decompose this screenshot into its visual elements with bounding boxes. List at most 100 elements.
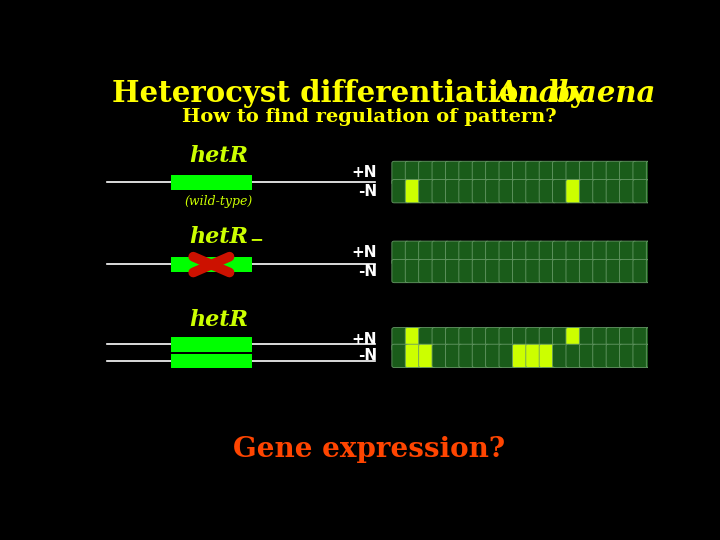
FancyBboxPatch shape — [593, 241, 610, 265]
FancyBboxPatch shape — [580, 328, 596, 351]
FancyBboxPatch shape — [432, 241, 449, 265]
FancyBboxPatch shape — [405, 180, 422, 203]
FancyBboxPatch shape — [405, 161, 422, 185]
FancyBboxPatch shape — [446, 241, 462, 265]
FancyBboxPatch shape — [472, 259, 489, 282]
Text: -N: -N — [359, 264, 377, 279]
FancyBboxPatch shape — [392, 328, 409, 351]
FancyBboxPatch shape — [432, 328, 449, 351]
FancyBboxPatch shape — [459, 161, 476, 185]
FancyBboxPatch shape — [485, 180, 503, 203]
FancyBboxPatch shape — [593, 259, 610, 282]
FancyBboxPatch shape — [526, 328, 543, 351]
FancyBboxPatch shape — [459, 328, 476, 351]
FancyBboxPatch shape — [392, 161, 409, 185]
FancyBboxPatch shape — [566, 259, 582, 282]
FancyBboxPatch shape — [459, 180, 476, 203]
FancyBboxPatch shape — [593, 344, 610, 368]
FancyBboxPatch shape — [485, 241, 503, 265]
FancyBboxPatch shape — [633, 180, 649, 203]
FancyBboxPatch shape — [485, 161, 503, 185]
Text: −: − — [249, 231, 263, 248]
FancyBboxPatch shape — [566, 161, 582, 185]
FancyBboxPatch shape — [472, 328, 489, 351]
FancyBboxPatch shape — [633, 328, 649, 351]
FancyBboxPatch shape — [446, 259, 462, 282]
FancyBboxPatch shape — [539, 180, 556, 203]
FancyBboxPatch shape — [405, 259, 422, 282]
FancyBboxPatch shape — [485, 344, 503, 368]
FancyBboxPatch shape — [499, 180, 516, 203]
FancyBboxPatch shape — [647, 241, 663, 265]
FancyBboxPatch shape — [499, 259, 516, 282]
FancyBboxPatch shape — [539, 259, 556, 282]
FancyBboxPatch shape — [459, 259, 476, 282]
FancyBboxPatch shape — [633, 161, 649, 185]
FancyBboxPatch shape — [526, 344, 543, 368]
FancyBboxPatch shape — [539, 328, 556, 351]
FancyBboxPatch shape — [633, 344, 649, 368]
Text: -N: -N — [359, 348, 377, 363]
FancyBboxPatch shape — [526, 241, 543, 265]
FancyBboxPatch shape — [552, 328, 570, 351]
FancyBboxPatch shape — [171, 258, 252, 272]
FancyBboxPatch shape — [606, 328, 623, 351]
FancyBboxPatch shape — [539, 161, 556, 185]
Text: hetR: hetR — [189, 226, 248, 248]
FancyBboxPatch shape — [459, 241, 476, 265]
FancyBboxPatch shape — [552, 161, 570, 185]
FancyBboxPatch shape — [513, 259, 529, 282]
Text: -N: -N — [359, 184, 377, 199]
FancyBboxPatch shape — [513, 328, 529, 351]
FancyBboxPatch shape — [606, 161, 623, 185]
FancyBboxPatch shape — [446, 344, 462, 368]
FancyBboxPatch shape — [647, 259, 663, 282]
FancyBboxPatch shape — [418, 259, 436, 282]
FancyBboxPatch shape — [171, 337, 252, 352]
Text: (wild-type): (wild-type) — [184, 194, 253, 207]
FancyBboxPatch shape — [580, 180, 596, 203]
FancyBboxPatch shape — [418, 241, 436, 265]
FancyBboxPatch shape — [647, 161, 663, 185]
FancyBboxPatch shape — [432, 161, 449, 185]
FancyBboxPatch shape — [446, 161, 462, 185]
FancyBboxPatch shape — [552, 344, 570, 368]
FancyBboxPatch shape — [171, 175, 252, 190]
FancyBboxPatch shape — [472, 180, 489, 203]
FancyBboxPatch shape — [405, 328, 422, 351]
FancyBboxPatch shape — [580, 344, 596, 368]
FancyBboxPatch shape — [526, 180, 543, 203]
FancyBboxPatch shape — [446, 328, 462, 351]
FancyBboxPatch shape — [580, 241, 596, 265]
FancyBboxPatch shape — [633, 241, 649, 265]
FancyBboxPatch shape — [499, 161, 516, 185]
FancyBboxPatch shape — [647, 328, 663, 351]
FancyBboxPatch shape — [606, 259, 623, 282]
FancyBboxPatch shape — [539, 344, 556, 368]
Text: +N: +N — [352, 165, 377, 180]
FancyBboxPatch shape — [472, 161, 489, 185]
FancyBboxPatch shape — [619, 241, 636, 265]
FancyBboxPatch shape — [499, 241, 516, 265]
FancyBboxPatch shape — [513, 344, 529, 368]
FancyBboxPatch shape — [392, 180, 409, 203]
FancyBboxPatch shape — [566, 344, 582, 368]
Text: How to find regulation of pattern?: How to find regulation of pattern? — [181, 109, 557, 126]
FancyBboxPatch shape — [392, 344, 409, 368]
FancyBboxPatch shape — [418, 161, 436, 185]
FancyBboxPatch shape — [593, 161, 610, 185]
FancyBboxPatch shape — [580, 259, 596, 282]
FancyBboxPatch shape — [619, 328, 636, 351]
FancyBboxPatch shape — [513, 241, 529, 265]
FancyBboxPatch shape — [526, 161, 543, 185]
Text: Gene expression?: Gene expression? — [233, 436, 505, 463]
Text: +N: +N — [352, 245, 377, 260]
FancyBboxPatch shape — [619, 344, 636, 368]
FancyBboxPatch shape — [566, 328, 582, 351]
FancyBboxPatch shape — [633, 259, 649, 282]
Text: hetR: hetR — [189, 309, 248, 331]
FancyBboxPatch shape — [552, 180, 570, 203]
FancyBboxPatch shape — [472, 344, 489, 368]
FancyBboxPatch shape — [499, 344, 516, 368]
FancyBboxPatch shape — [485, 328, 503, 351]
